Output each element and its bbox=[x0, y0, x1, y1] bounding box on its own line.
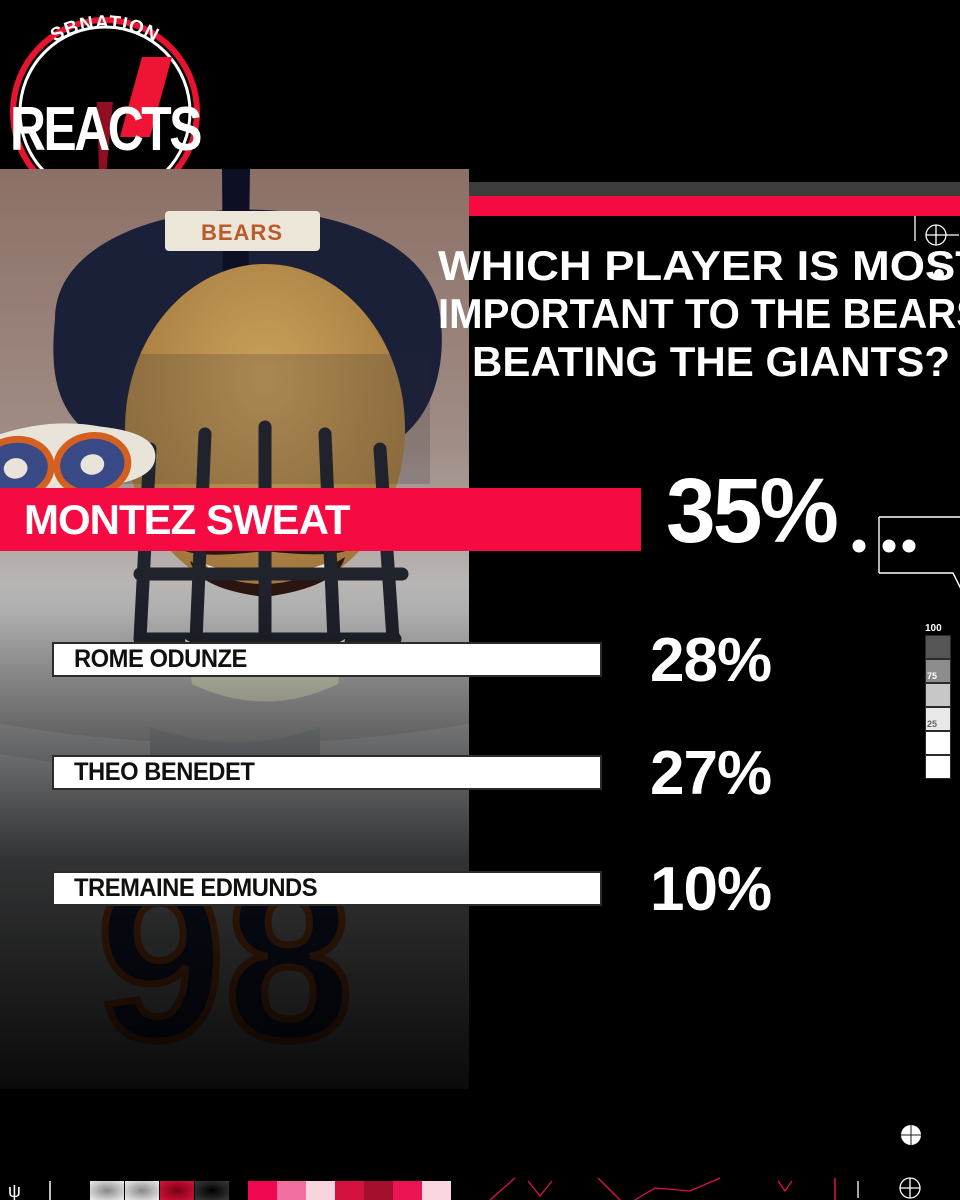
svg-text:REACTS: REACTS bbox=[10, 95, 201, 164]
svg-text:IMPORTANT TO THE BEARS: IMPORTANT TO THE BEARS bbox=[438, 290, 960, 337]
svg-text:BEATING THE GIANTS?: BEATING THE GIANTS? bbox=[472, 338, 950, 385]
svg-text:ψ: ψ bbox=[8, 1181, 21, 1200]
svg-text:WHICH PLAYER IS MOST: WHICH PLAYER IS MOST bbox=[438, 242, 960, 289]
